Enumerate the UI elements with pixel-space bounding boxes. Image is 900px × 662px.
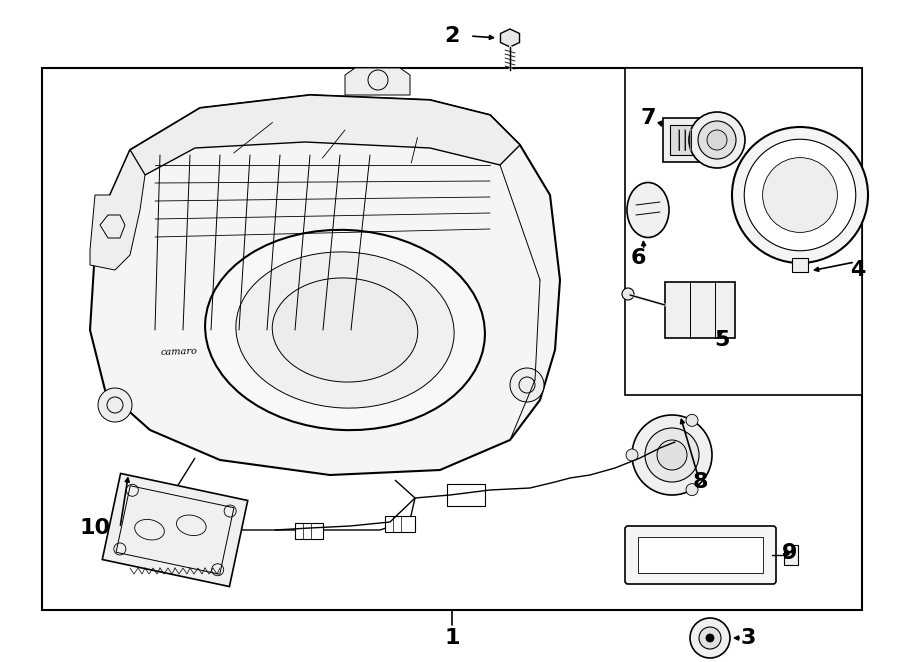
Polygon shape (90, 150, 145, 270)
Text: 9: 9 (782, 543, 797, 563)
Ellipse shape (205, 230, 485, 430)
Circle shape (632, 415, 712, 495)
Ellipse shape (627, 183, 669, 238)
Circle shape (686, 414, 698, 426)
Circle shape (686, 484, 698, 496)
Bar (42, 68, 862, 610)
Text: 7: 7 (640, 108, 656, 128)
Polygon shape (345, 68, 410, 95)
Bar (663, 118, 707, 162)
Circle shape (689, 112, 745, 168)
Polygon shape (130, 95, 520, 175)
FancyBboxPatch shape (625, 526, 776, 584)
Ellipse shape (272, 278, 418, 382)
Circle shape (744, 139, 856, 251)
Circle shape (690, 618, 730, 658)
Bar (784, 545, 798, 565)
Bar (295, 523, 323, 539)
Circle shape (698, 121, 736, 159)
Bar (385, 516, 415, 532)
Polygon shape (500, 29, 519, 47)
Text: 1: 1 (445, 628, 460, 648)
Bar (625, 68, 862, 395)
Circle shape (699, 627, 721, 649)
Text: 2: 2 (445, 26, 460, 46)
Text: 4: 4 (850, 260, 866, 280)
Circle shape (732, 127, 868, 263)
Ellipse shape (236, 252, 454, 408)
Circle shape (707, 130, 727, 150)
Circle shape (645, 428, 699, 482)
Circle shape (626, 449, 638, 461)
Circle shape (706, 634, 714, 642)
Circle shape (98, 388, 132, 422)
Circle shape (622, 288, 634, 300)
Bar (792, 258, 808, 272)
Text: 8: 8 (692, 472, 707, 492)
Text: 5: 5 (715, 330, 730, 350)
Text: 10: 10 (79, 518, 111, 538)
Circle shape (510, 368, 544, 402)
Text: 3: 3 (741, 628, 756, 648)
Text: 6: 6 (630, 248, 646, 268)
Bar (665, 282, 735, 338)
Circle shape (657, 440, 687, 470)
Bar (670, 125, 700, 155)
Polygon shape (103, 473, 248, 587)
Circle shape (762, 158, 837, 232)
Bar (447, 484, 485, 506)
Text: camaro: camaro (160, 347, 197, 357)
Bar (638, 537, 763, 573)
Polygon shape (90, 95, 560, 475)
